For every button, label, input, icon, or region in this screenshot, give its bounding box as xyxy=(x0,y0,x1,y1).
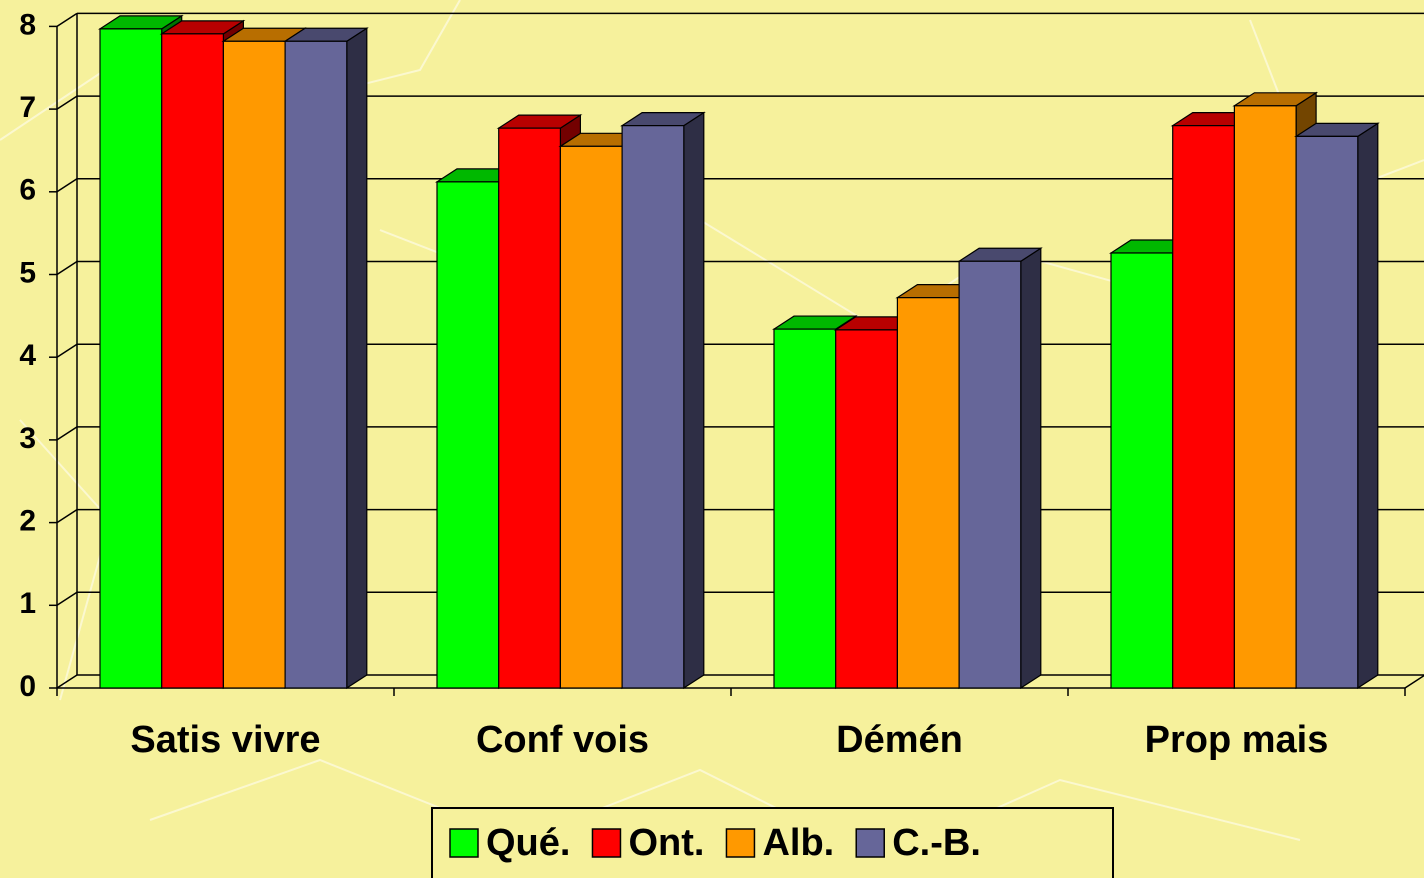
grid-line xyxy=(56,508,78,524)
bar xyxy=(559,145,623,689)
legend: Qué. Ont. Alb. C.-B. xyxy=(431,807,1114,878)
bar xyxy=(498,127,562,689)
legend-box xyxy=(431,807,1114,878)
x-tick-label: Conf vois xyxy=(476,719,649,761)
grid-line xyxy=(56,12,78,28)
y-tick-label: 8 xyxy=(19,8,36,41)
grid-line xyxy=(56,260,78,276)
bar xyxy=(1233,105,1297,689)
bar xyxy=(1110,252,1174,689)
y-tick-label: 2 xyxy=(19,505,36,538)
x-tick-label: Prop mais xyxy=(1145,719,1329,761)
axis-line xyxy=(1404,674,1424,689)
y-tick-label: 4 xyxy=(19,339,36,372)
legend-label: Qué. xyxy=(486,822,570,864)
bar-side xyxy=(1357,122,1379,690)
grid-line xyxy=(56,95,78,110)
grid-line xyxy=(56,591,78,606)
bar xyxy=(99,28,163,689)
y-tick-label: 3 xyxy=(19,422,36,455)
bar xyxy=(284,40,348,689)
grid-line xyxy=(56,674,78,689)
grid-line xyxy=(56,426,78,441)
y-tick-label: 5 xyxy=(19,256,36,289)
y-tick-label: 6 xyxy=(19,174,36,207)
bar-side xyxy=(683,111,705,690)
bar xyxy=(958,260,1022,689)
legend-swatch xyxy=(855,828,885,858)
bar xyxy=(1172,125,1235,689)
y-tick-label: 7 xyxy=(19,91,36,124)
legend-label: Ont. xyxy=(628,822,704,864)
bar xyxy=(896,297,960,689)
legend-label: Alb. xyxy=(762,822,834,864)
legend-swatch xyxy=(725,828,756,858)
legend-swatch xyxy=(591,828,622,858)
bar xyxy=(161,33,224,689)
bar-side xyxy=(346,27,368,690)
bar xyxy=(1295,135,1359,689)
bar xyxy=(222,40,286,689)
legend-swatch xyxy=(449,828,479,858)
legend-label: C.-B. xyxy=(892,822,981,864)
y-tick-label: 0 xyxy=(19,670,36,703)
bar xyxy=(621,125,685,689)
grid-line xyxy=(56,343,78,358)
y-tick-label: 1 xyxy=(19,587,36,620)
bar xyxy=(773,328,837,689)
x-tick-label: Satis vivre xyxy=(130,719,320,761)
x-tick-label: Démén xyxy=(836,719,963,761)
bar-side xyxy=(1020,247,1042,690)
bar xyxy=(436,181,500,689)
grid-line xyxy=(56,178,78,193)
bar xyxy=(835,329,899,689)
